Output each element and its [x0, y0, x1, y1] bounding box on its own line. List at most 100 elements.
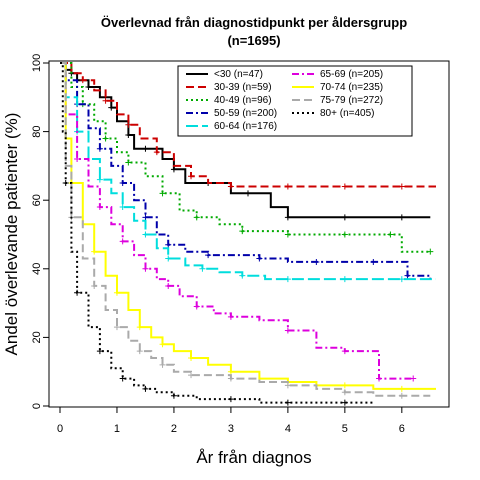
- x-tick-label: 1: [114, 423, 120, 435]
- censor-mark: [341, 183, 348, 190]
- censor-mark: [205, 252, 212, 259]
- censor-mark: [398, 183, 405, 190]
- censor-mark: [159, 341, 166, 348]
- y-tick-label: 20: [31, 331, 43, 343]
- censor-mark: [341, 231, 348, 238]
- survival-curve-3: [60, 62, 432, 280]
- x-axis-label: År från diagnos: [196, 448, 311, 467]
- survival-curve-2: [60, 62, 431, 253]
- censor-mark: [170, 392, 177, 399]
- censor-mark: [341, 389, 348, 396]
- censor-mark: [125, 132, 132, 139]
- y-tick-label: 100: [31, 54, 43, 72]
- censor-mark: [398, 392, 405, 399]
- censor-mark: [398, 276, 405, 283]
- censor-mark: [142, 385, 149, 392]
- censor-mark: [427, 248, 434, 255]
- censor-mark: [341, 276, 348, 283]
- censor-mark: [341, 214, 348, 221]
- censor-marks-7: [68, 214, 405, 399]
- censor-mark: [136, 348, 143, 355]
- censor-mark: [119, 375, 126, 382]
- survival-curve-5: [60, 62, 414, 380]
- censor-mark: [313, 258, 320, 265]
- censor-mark: [227, 183, 234, 190]
- plot-frame: [48, 60, 450, 408]
- censor-mark: [227, 368, 234, 375]
- survival-curve-7: [60, 62, 431, 397]
- legend-entry: 70-74 (n=235): [320, 82, 383, 93]
- censor-mark: [136, 324, 143, 331]
- y-tick-label: 80: [31, 125, 43, 137]
- survival-curve-6: [60, 62, 436, 390]
- censor-mark: [142, 214, 149, 221]
- censor-mark: [142, 265, 149, 272]
- censor-marks-8: [62, 180, 348, 406]
- censor-mark: [188, 173, 195, 180]
- censor-mark: [96, 176, 103, 183]
- censor-mark: [284, 214, 291, 221]
- censor-mark: [79, 77, 86, 84]
- censor-mark: [159, 190, 166, 197]
- censor-mark: [102, 135, 109, 142]
- censor-mark: [284, 183, 291, 190]
- censor-mark: [153, 149, 160, 156]
- legend-entry: 40-49 (n=96): [214, 95, 272, 106]
- x-tick-label: 6: [399, 423, 405, 435]
- censor-mark: [398, 385, 405, 392]
- legend-entry: 75-79 (n=272): [320, 95, 383, 106]
- censor-mark: [245, 190, 251, 197]
- censor-mark: [410, 375, 417, 382]
- survival-curve-4: [60, 62, 436, 281]
- censor-marks-2: [79, 101, 434, 255]
- censor-mark: [159, 361, 166, 368]
- chart-subtitle: (n=1695): [227, 33, 280, 48]
- censor-mark: [341, 348, 348, 355]
- censor-mark: [119, 204, 126, 211]
- censor-mark: [188, 354, 195, 361]
- censor-mark: [165, 255, 172, 262]
- censor-mark: [404, 272, 411, 279]
- censor-mark: [74, 156, 81, 163]
- censor-marks-4: [74, 128, 405, 283]
- legend-entry: 80+ (n=405): [320, 108, 375, 119]
- censor-mark: [227, 375, 234, 382]
- censor-mark: [227, 396, 234, 403]
- censor-mark: [108, 104, 115, 111]
- censor-mark: [91, 248, 98, 255]
- censor-mark: [142, 145, 149, 152]
- censor-mark: [239, 272, 246, 279]
- y-axis-label: Andel överlevande patienter (%): [2, 113, 21, 356]
- y-tick-label: 40: [31, 263, 43, 275]
- censor-mark: [85, 84, 92, 91]
- censor-mark: [96, 204, 103, 211]
- censor-mark: [284, 399, 291, 406]
- censor-mark: [387, 231, 394, 238]
- censor-mark: [188, 372, 195, 379]
- censor-mark: [74, 289, 81, 296]
- y-tick-label: 0: [31, 403, 43, 409]
- censor-mark: [239, 228, 246, 235]
- legend-entry: 50-59 (n=200): [214, 108, 277, 119]
- legend-entry: 30-39 (n=59): [214, 82, 272, 93]
- censor-mark: [284, 382, 291, 389]
- censor-mark: [165, 282, 172, 289]
- censor-mark: [284, 327, 291, 334]
- censor-mark: [227, 313, 234, 320]
- survival-curve-1: [60, 62, 436, 188]
- censor-mark: [113, 289, 120, 296]
- censor-mark: [113, 324, 120, 331]
- censor-mark: [102, 97, 109, 104]
- censor-mark: [398, 214, 405, 221]
- survival-curves: [60, 62, 436, 406]
- y-tick-label: 60: [31, 194, 43, 206]
- x-tick-label: 3: [228, 423, 234, 435]
- censor-mark: [119, 238, 126, 245]
- censor-mark: [125, 121, 132, 128]
- censor-mark: [119, 180, 126, 187]
- censor-marks-1: [79, 77, 405, 190]
- censor-mark: [165, 241, 172, 248]
- censor-marks-5: [74, 156, 417, 382]
